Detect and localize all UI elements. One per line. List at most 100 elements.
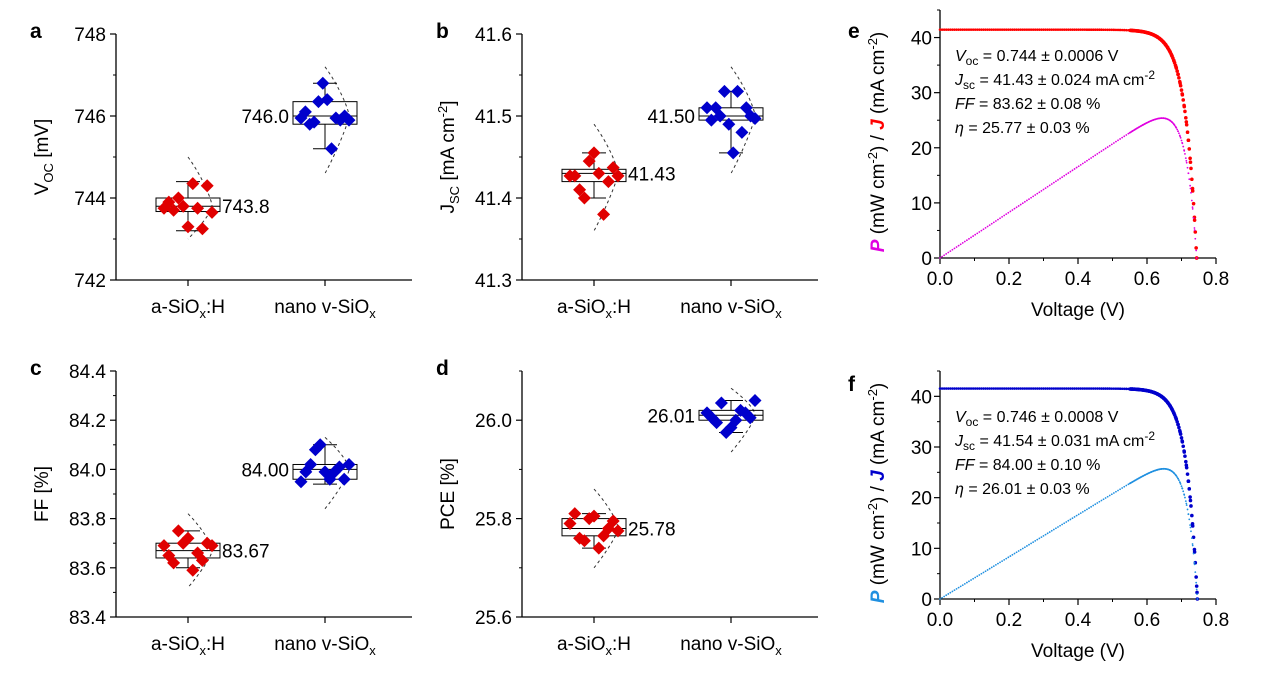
- annotation-value: = 41.43 ± 0.024 mA cm: [975, 72, 1144, 89]
- data-point: [743, 411, 757, 425]
- y-tick-label: 0: [921, 590, 932, 611]
- x-axis-label: Voltage (V): [1031, 300, 1125, 321]
- current-point: [1108, 28, 1112, 32]
- power-point: [1084, 161, 1086, 164]
- power-point: [1063, 174, 1066, 177]
- power-point: [1185, 161, 1188, 164]
- current-point: [1108, 387, 1112, 390]
- y-label-p: P: [868, 590, 889, 603]
- power-point: [1179, 483, 1182, 485]
- median-label: 743.8: [222, 197, 270, 218]
- box-group: 26.01: [647, 387, 764, 453]
- current-point: [1085, 387, 1089, 390]
- power-point: [1077, 165, 1080, 168]
- power-point: [1121, 487, 1124, 489]
- data-point: [294, 475, 308, 489]
- current-point: [1116, 387, 1120, 390]
- median-label: 84.00: [241, 460, 289, 481]
- power-point: [1028, 198, 1030, 200]
- power-point: [990, 566, 993, 569]
- current-point: [1190, 524, 1195, 528]
- current-point: [1096, 28, 1099, 32]
- power-point: [1040, 536, 1043, 539]
- category-label: nano v-SiOx: [680, 634, 782, 658]
- annotation: η = 25.77 ± 0.03 %: [955, 120, 1090, 137]
- current-point: [1009, 28, 1012, 31]
- current-point: [1007, 387, 1010, 390]
- y-tick-label: 25.8: [475, 510, 512, 531]
- current-point: [992, 387, 996, 390]
- current-point: [942, 28, 946, 31]
- current-point: [1184, 116, 1188, 120]
- current-point: [1102, 387, 1105, 390]
- current-point: [1052, 28, 1056, 31]
- power-point: [1026, 545, 1028, 547]
- current-point: [1060, 28, 1064, 31]
- current-point: [1064, 387, 1068, 390]
- y-axis-label: JSC [mA cm-2]: [435, 100, 462, 213]
- power-point: [1081, 510, 1084, 513]
- y-label-sup: -2: [865, 389, 880, 401]
- data-point: [200, 179, 214, 193]
- annotation-var: J: [954, 433, 964, 450]
- data-point: [714, 396, 728, 410]
- power-point: [1086, 159, 1088, 162]
- current-point: [1044, 28, 1047, 31]
- power-point: [1069, 518, 1072, 521]
- current-point: [1091, 28, 1095, 32]
- current-point: [996, 387, 1000, 390]
- current-point: [940, 387, 944, 390]
- current-point: [988, 28, 991, 31]
- power-point: [1075, 514, 1078, 517]
- annotation-value: = 41.54 ± 0.031 mA cm: [975, 433, 1144, 450]
- current-point: [1178, 83, 1183, 88]
- annotation-var: V: [955, 409, 967, 426]
- current-point: [959, 28, 962, 31]
- current-point: [965, 28, 969, 31]
- power-point: [999, 217, 1001, 220]
- power-point: [1021, 547, 1024, 550]
- current-point: [1093, 28, 1097, 32]
- power-point: [976, 575, 979, 578]
- panel-letter: c: [30, 357, 42, 380]
- current-point: [1087, 387, 1091, 390]
- current-point: [1048, 387, 1052, 390]
- power-point: [1185, 159, 1188, 162]
- category-sub: x: [606, 643, 613, 658]
- current-point: [1019, 387, 1023, 390]
- current-point: [1188, 498, 1193, 503]
- median-label: 26.01: [647, 406, 695, 427]
- power-point: [970, 579, 972, 581]
- y-label-j: J: [868, 119, 889, 130]
- annotation-var: η: [955, 481, 964, 498]
- category-main: nano v-SiO: [274, 634, 369, 655]
- power-point: [1106, 146, 1109, 148]
- y-tick-label: 83.8: [69, 510, 106, 531]
- current-point: [978, 28, 981, 31]
- current-point: [1182, 104, 1187, 109]
- power-point: [945, 252, 948, 255]
- power-point: [1186, 166, 1189, 169]
- current-point: [1083, 28, 1087, 31]
- power-point: [1030, 542, 1032, 545]
- power-point: [1180, 139, 1183, 142]
- current-point: [1098, 387, 1101, 390]
- current-point: [1184, 459, 1188, 464]
- power-point: [1110, 493, 1113, 496]
- x-tick-label: 0.4: [1065, 610, 1092, 631]
- power-point: [976, 232, 979, 235]
- current-point: [1193, 230, 1198, 234]
- power-point: [1065, 173, 1068, 176]
- power-point: [1057, 179, 1059, 181]
- power-point: [1030, 196, 1032, 199]
- power-point: [1181, 142, 1184, 145]
- current-point: [946, 28, 950, 31]
- category-tail: :H: [612, 634, 631, 655]
- power-point: [953, 247, 956, 250]
- power-point: [1191, 208, 1194, 210]
- current-point: [1015, 28, 1018, 31]
- current-point: [953, 28, 956, 31]
- power-point: [974, 576, 977, 579]
- current-point: [955, 387, 958, 390]
- panel-letter: f: [848, 373, 856, 396]
